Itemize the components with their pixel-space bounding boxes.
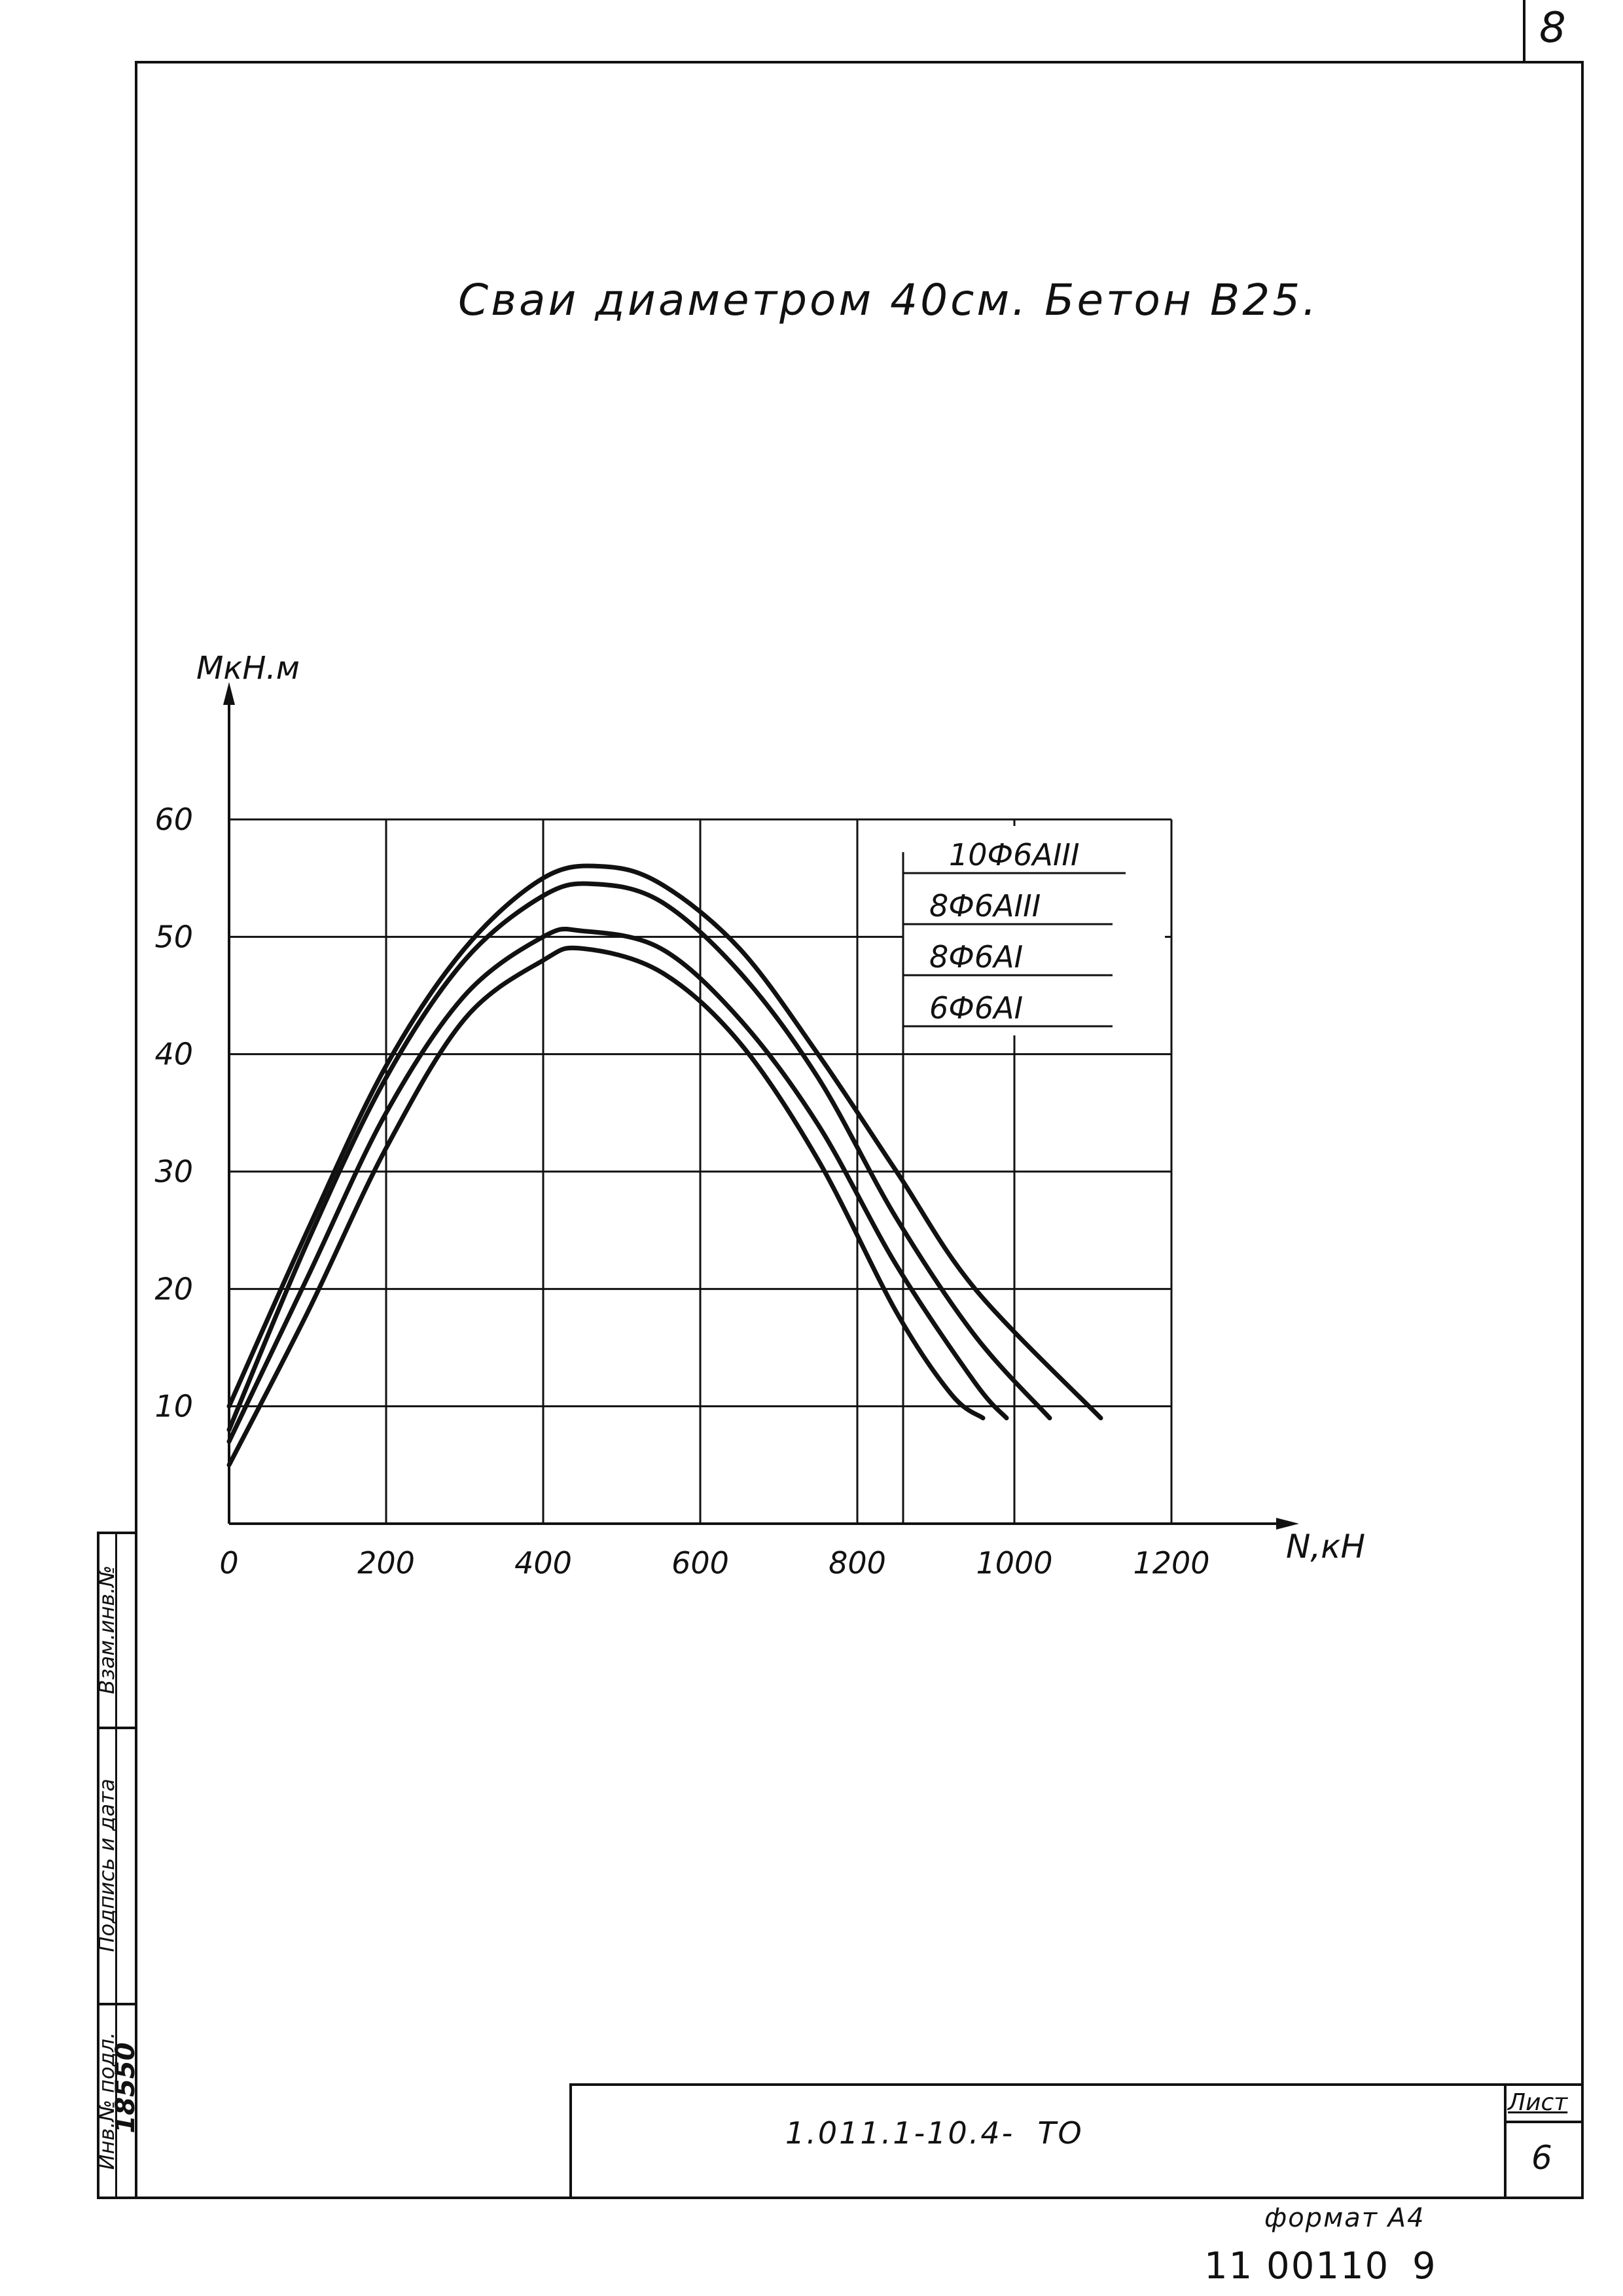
sheet-number: 6	[1531, 2139, 1552, 2177]
y-tick-label-10: 10	[154, 1389, 193, 1424]
x-tick-label-400: 400	[514, 1545, 572, 1581]
sheet-cell-divider	[1504, 2121, 1584, 2123]
series-layer	[226, 863, 1103, 1467]
y-tick-label-20: 20	[154, 1271, 193, 1306]
corner-number: 8	[1539, 4, 1566, 52]
inv-podl-value: 18550	[111, 2042, 141, 2134]
vzam-inv-label: Взам.инв.№	[94, 1565, 119, 1695]
y-tick-label-50: 50	[154, 919, 193, 954]
legend-label-0: 10Ф6АIII	[949, 837, 1080, 872]
document-code: 1.011.1-10.4- ТО	[785, 2115, 1084, 2151]
stamp-right-border	[135, 1532, 137, 2199]
series-line-3	[226, 945, 986, 1467]
corner-divider	[1523, 0, 1525, 61]
chart: 0 200 400 600 800 1000 1200 10 20 30 40 50 60 N,кН МкН…	[154, 650, 1365, 1581]
legend-layer: 10Ф6АIII 8Ф6АIII 8Ф6АI 6Ф6АI	[902, 826, 1165, 1524]
x-axis-arrow	[1276, 1518, 1299, 1530]
legend-label-3: 6Ф6АI	[929, 990, 1023, 1026]
x-tick-label-600: 600	[671, 1545, 729, 1581]
axes-layer: 0 200 400 600 800 1000 1200 10 20 30 40 50 60 N,кН МкН…	[154, 650, 1365, 1581]
page-title: Сваи диаметром 40см. Бетон В25.	[458, 275, 1319, 325]
legend-label-2: 8Ф6АI	[929, 939, 1023, 975]
x-tick-label-1000: 1000	[976, 1545, 1052, 1581]
y-tick-label-40: 40	[154, 1037, 193, 1072]
sheet-cell-left	[1504, 2083, 1507, 2199]
frame-top-border	[135, 61, 1584, 63]
series-line-2	[226, 926, 1009, 1444]
title-block-left	[569, 2083, 572, 2199]
archive-number: 11 00110	[1204, 2245, 1390, 2287]
stamp-divider-1	[97, 1727, 137, 1729]
x-tick-label-800: 800	[829, 1545, 886, 1581]
y-axis-arrow	[223, 682, 235, 705]
y-axis-label: МкН.м	[196, 650, 300, 687]
frame-right-border	[1581, 61, 1584, 2199]
format-label: формат А4	[1264, 2203, 1425, 2233]
stamp-divider-2	[97, 2003, 137, 2005]
series-line-1	[226, 881, 1052, 1433]
stamp-left-border	[97, 1532, 99, 2199]
stamp-divider-top	[97, 1532, 137, 1534]
sign-date-label: Подпись и дата	[94, 1778, 119, 1952]
y-tick-label-60: 60	[154, 802, 193, 837]
frame-bottom-border	[97, 2197, 1584, 2199]
legend-label-1: 8Ф6АIII	[929, 888, 1041, 924]
frame-left-border	[135, 61, 137, 2199]
x-axis-label: N,кН	[1286, 1528, 1365, 1566]
sheet-label: Лист	[1508, 2089, 1568, 2116]
archive-page: 9	[1412, 2245, 1436, 2287]
series-line-0	[226, 863, 1103, 1421]
stamp-column-divider	[115, 1532, 117, 2199]
x-tick-label-1200: 1200	[1133, 1545, 1209, 1581]
x-tick-label-0: 0	[219, 1545, 238, 1581]
y-tick-label-30: 30	[154, 1154, 193, 1189]
x-tick-label-200: 200	[357, 1545, 415, 1581]
title-block-top	[569, 2083, 1584, 2086]
legend-panel	[903, 826, 1165, 1035]
